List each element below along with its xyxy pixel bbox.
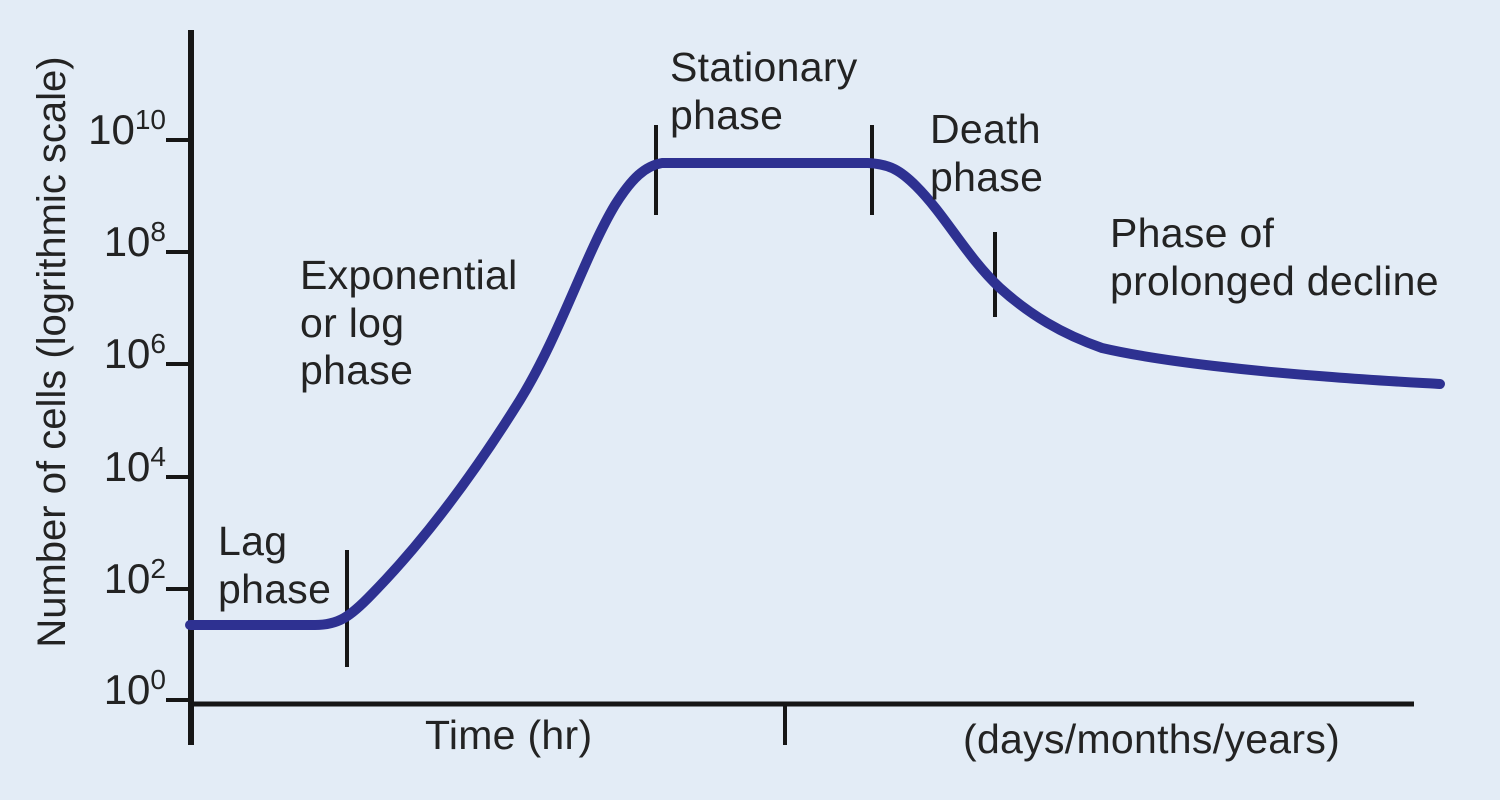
y-tick-label-1e10: 1010 xyxy=(18,106,166,151)
y-tick-label-1e2: 102 xyxy=(18,555,166,600)
y-tick-exponent: 2 xyxy=(150,553,166,584)
x-axis-label-hours: Time (hr) xyxy=(425,712,593,758)
exponential-phase-label: Exponential or log phase xyxy=(300,252,518,394)
y-tick-label-1e8: 108 xyxy=(18,218,166,263)
y-tick-base: 10 xyxy=(103,666,151,713)
y-tick-base: 10 xyxy=(88,106,135,153)
y-tick-label-1e6: 106 xyxy=(18,330,166,375)
growth-curve-line xyxy=(185,158,1445,630)
y-tick-label-1e4: 104 xyxy=(18,443,166,488)
y-tick-exponent: 4 xyxy=(150,441,166,472)
y-tick-exponent: 0 xyxy=(150,664,166,695)
death-phase-label: Death phase xyxy=(930,106,1044,200)
y-tick-exponent: 6 xyxy=(150,328,166,359)
y-tick-base: 10 xyxy=(103,218,151,265)
y-tick-exponent: 8 xyxy=(150,216,166,247)
x-axis-label-days-months-years: (days/months/years) xyxy=(963,716,1341,762)
prolonged-decline-phase-label: Phase of prolonged decline xyxy=(1110,210,1439,304)
y-tick-base: 10 xyxy=(103,330,151,377)
y-tick-base: 10 xyxy=(103,555,151,602)
stationary-phase-label: Stationary phase xyxy=(670,44,858,138)
y-tick-exponent: 10 xyxy=(134,104,166,135)
y-tick-base: 10 xyxy=(103,443,151,490)
lag-phase-label: Lag phase xyxy=(218,518,332,612)
y-tick-label-1e0: 100 xyxy=(18,666,166,711)
